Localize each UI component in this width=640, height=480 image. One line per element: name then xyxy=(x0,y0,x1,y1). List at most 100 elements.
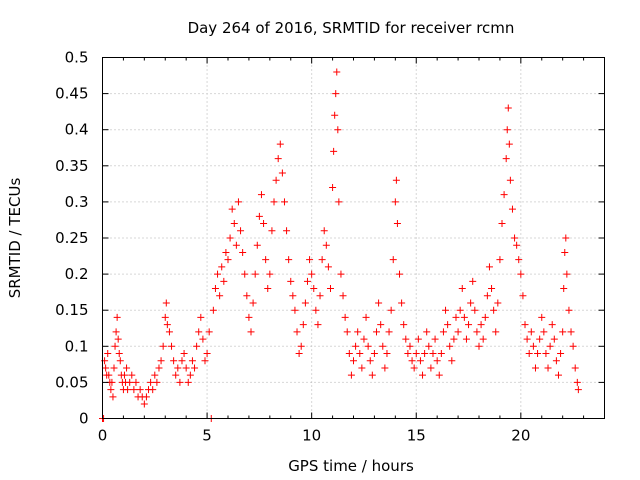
y-tick-label: 0.35 xyxy=(55,157,88,175)
data-point xyxy=(312,306,320,314)
data-point xyxy=(379,342,387,350)
data-point xyxy=(176,378,184,386)
data-point xyxy=(559,328,567,336)
data-point xyxy=(419,371,427,379)
data-point xyxy=(195,328,203,336)
data-point xyxy=(243,292,251,300)
data-point xyxy=(172,371,180,379)
data-point xyxy=(536,335,544,343)
data-point xyxy=(458,285,466,293)
y-tick-label: 0.1 xyxy=(65,337,89,355)
data-point xyxy=(529,342,537,350)
data-point xyxy=(460,313,468,321)
data-point xyxy=(232,241,240,249)
data-point xyxy=(220,277,228,285)
data-point xyxy=(408,357,416,365)
data-point xyxy=(483,292,491,300)
data-point xyxy=(511,234,519,242)
data-point xyxy=(477,321,485,329)
data-point xyxy=(544,364,552,372)
data-point xyxy=(410,364,418,372)
data-point xyxy=(444,321,452,329)
data-point xyxy=(492,328,500,336)
data-point xyxy=(270,198,278,206)
data-point xyxy=(554,371,562,379)
data-point xyxy=(237,227,245,235)
data-point xyxy=(525,350,533,358)
data-point xyxy=(193,342,201,350)
data-point xyxy=(104,350,112,358)
data-point xyxy=(488,285,496,293)
data-point xyxy=(350,357,357,365)
data-point xyxy=(322,241,330,249)
data-point xyxy=(239,248,247,256)
data-point xyxy=(266,270,274,278)
data-point xyxy=(465,321,473,329)
data-point xyxy=(571,364,579,372)
data-point xyxy=(442,306,450,314)
data-point xyxy=(316,292,324,300)
data-point xyxy=(320,227,328,235)
data-point xyxy=(163,321,171,329)
x-tick-label: 20 xyxy=(511,427,530,445)
data-point xyxy=(308,270,316,278)
data-point xyxy=(334,126,342,134)
data-point xyxy=(534,350,542,358)
data-point xyxy=(255,212,263,220)
data-point xyxy=(113,313,121,321)
data-point xyxy=(109,393,117,401)
data-point xyxy=(124,386,132,394)
data-point xyxy=(174,364,182,372)
x-tick-label: 15 xyxy=(407,427,426,445)
data-point xyxy=(393,220,401,228)
data-point xyxy=(191,364,199,372)
data-point xyxy=(364,342,372,350)
data-point xyxy=(234,198,242,206)
x-axis-ticks: 0 5 10 15 20 xyxy=(98,57,585,445)
data-point xyxy=(439,328,447,336)
data-point xyxy=(502,155,510,163)
data-point xyxy=(542,350,550,358)
data-point xyxy=(222,248,230,256)
data-point xyxy=(157,357,165,365)
data-point xyxy=(241,270,249,278)
data-point xyxy=(162,299,170,307)
data-point xyxy=(272,176,280,184)
data-point xyxy=(161,313,169,321)
data-point xyxy=(247,328,255,336)
data-point xyxy=(299,321,307,329)
data-point xyxy=(149,386,157,394)
data-point xyxy=(111,342,119,350)
data-point xyxy=(548,321,556,329)
data-point xyxy=(406,342,414,350)
data-point xyxy=(446,342,454,350)
data-point xyxy=(358,364,366,372)
data-point xyxy=(475,342,483,350)
data-point xyxy=(201,357,209,365)
data-point xyxy=(402,335,410,343)
y-tick-label: 0 xyxy=(79,410,89,428)
data-point xyxy=(260,220,268,228)
x-axis-label: GPS time / hours xyxy=(288,457,414,475)
data-point xyxy=(253,241,261,249)
data-point xyxy=(276,140,284,148)
x-tick-label: 5 xyxy=(202,427,212,445)
data-point xyxy=(508,205,516,213)
data-point xyxy=(467,299,475,307)
data-point xyxy=(370,350,378,358)
data-point xyxy=(490,306,498,314)
data-point xyxy=(462,335,470,343)
data-point xyxy=(345,350,353,358)
data-point xyxy=(303,277,311,285)
y-tick-label: 0.4 xyxy=(65,121,89,139)
data-point xyxy=(128,371,136,379)
data-point xyxy=(257,191,265,199)
data-point xyxy=(452,313,460,321)
data-points xyxy=(99,68,582,422)
data-point xyxy=(567,328,575,336)
y-tick-label: 0.05 xyxy=(55,373,88,391)
data-point xyxy=(123,364,131,372)
data-point xyxy=(563,270,571,278)
data-point xyxy=(216,292,224,300)
data-point xyxy=(540,328,548,336)
